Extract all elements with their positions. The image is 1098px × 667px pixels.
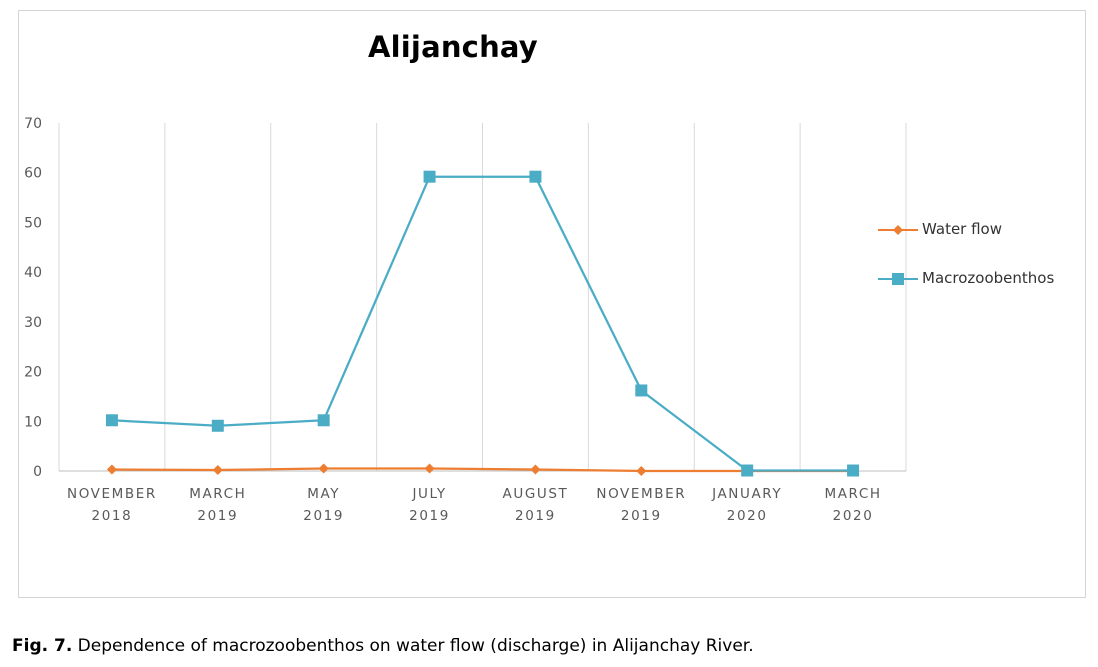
y-axis-ticks: 0 10 20 30 40 50 60 70 [24, 116, 42, 480]
point-water-flow-0 [106, 464, 117, 475]
legend-label-water-flow: Water flow [922, 220, 1003, 238]
x-tick-label-0-line1: NOVEMBER [67, 486, 157, 502]
x-tick-label-5-line2: 2019 [621, 508, 662, 524]
y-tick-label-7: 70 [24, 116, 42, 132]
point-macrozoobenthos-7 [847, 464, 860, 477]
series-line-macrozoobenthos [111, 175, 854, 472]
y-tick-label-6: 60 [24, 166, 42, 182]
point-macrozoobenthos-6 [741, 464, 754, 477]
point-macrozoobenthos-5 [635, 384, 648, 397]
plot-area: 0 10 20 30 40 50 60 70 NOVEMBER 2018 MARCH 2019 MAY… [24, 116, 907, 524]
chart-frame [18, 10, 1086, 598]
y-tick-label-1: 10 [24, 414, 42, 430]
chart-title: Alijanchay [368, 30, 538, 64]
point-water-flow-5 [636, 466, 647, 476]
x-tick-label-6-line1: JANUARY [711, 486, 782, 502]
legend-swatch-water-flow [878, 225, 918, 235]
caption-text: Dependence of macrozoobenthos on water f… [72, 636, 754, 656]
y-tick-label-2: 20 [24, 365, 42, 381]
y-tick-label-5: 50 [24, 215, 42, 231]
point-macrozoobenthos-4 [529, 170, 542, 183]
x-tick-label-7-line1: MARCH [824, 486, 881, 502]
point-macrozoobenthos-0 [105, 414, 118, 427]
point-water-flow-1 [212, 465, 223, 476]
figure-caption: Fig. 7. Dependence of macrozoobenthos on… [12, 636, 754, 656]
series-group [105, 170, 860, 477]
point-macrozoobenthos-2 [317, 414, 330, 427]
legend-label-macrozoobenthos: Macrozoobenthos [922, 269, 1055, 287]
x-tick-label-2-line1: MAY [307, 486, 340, 502]
x-tick-label-3-line1: JULY [411, 486, 446, 502]
point-water-flow-3 [424, 463, 435, 474]
x-tick-label-4-line2: 2019 [515, 508, 556, 524]
x-tick-label-2-line2: 2019 [303, 508, 344, 524]
gridlines [58, 123, 907, 471]
y-tick-label-3: 30 [24, 315, 42, 331]
caption-label: Fig. 7. [12, 636, 73, 656]
series-line-water-flow [111, 467, 854, 473]
point-macrozoobenthos-3 [423, 170, 436, 183]
x-tick-label-6-line2: 2020 [727, 508, 768, 524]
y-tick-label-4: 40 [24, 265, 42, 281]
x-tick-label-3-line2: 2019 [409, 508, 450, 524]
x-tick-label-0-line2: 2018 [92, 508, 133, 524]
legend-swatch-macrozoobenthos [878, 273, 918, 285]
x-tick-label-5-line1: NOVEMBER [596, 486, 686, 502]
x-tick-label-7-line2: 2020 [833, 508, 874, 524]
x-tick-label-1-line1: MARCH [189, 486, 246, 502]
x-tick-label-1-line2: 2019 [197, 508, 238, 524]
point-water-flow-2 [318, 463, 329, 474]
point-macrozoobenthos-1 [211, 419, 224, 432]
x-tick-label-4-line1: AUGUST [503, 486, 569, 502]
y-tick-label-0: 0 [33, 464, 42, 480]
point-water-flow-4 [530, 464, 541, 475]
x-axis-ticks: NOVEMBER 2018 MARCH 2019 MAY 2019 JULY 2019 AUGU… [67, 486, 881, 524]
